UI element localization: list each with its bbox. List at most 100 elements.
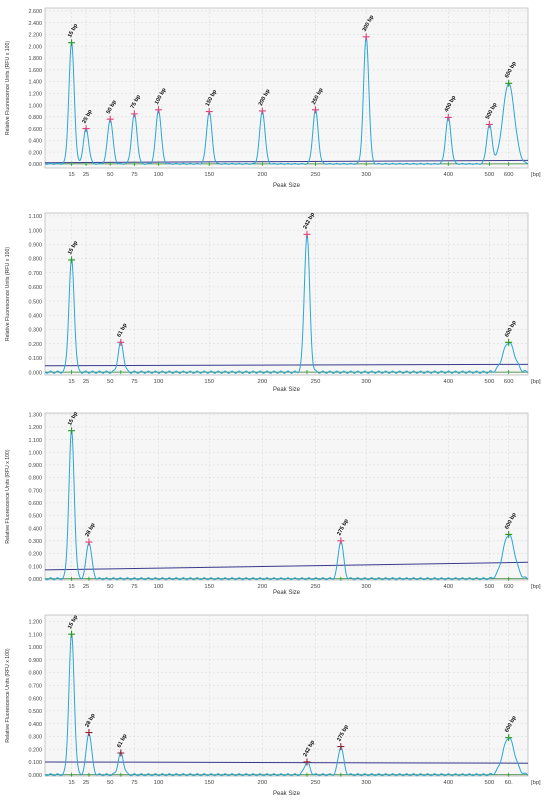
x-tick-label: 500 <box>485 379 495 385</box>
x-unit-label: [bp] <box>531 379 541 385</box>
peak-marker <box>85 538 93 546</box>
peak-marker <box>155 106 163 114</box>
electropherogram-chart: 0.000 0.100 0.200 0.300 0.400 0.500 0.600 0.700… <box>5 410 541 596</box>
peak-marker <box>106 115 114 123</box>
baseline-marker <box>69 772 74 777</box>
y-tick-label: 0.200 <box>29 150 43 156</box>
y-tick-label: 0.000 <box>29 370 43 376</box>
x-tick-label: 100 <box>154 780 164 786</box>
y-tick-label: 0.600 <box>29 285 43 291</box>
baseline-marker <box>506 370 511 375</box>
x-axis-title: Peak Size <box>273 590 301 596</box>
plot-area <box>44 412 529 581</box>
baseline-marker <box>506 772 511 777</box>
x-tick-label: 200 <box>258 780 268 786</box>
x-tick-label: 60. <box>505 780 513 786</box>
x-tick-label: 150 <box>204 584 214 590</box>
x-axis-title: Peak Size <box>273 183 301 189</box>
y-tick-label: 0.900 <box>29 463 43 469</box>
y-tick-label: 0.400 <box>29 526 43 532</box>
baseline-marker <box>118 772 123 777</box>
baseline-marker <box>338 576 343 581</box>
electropherogram-panel-2: 0.000 0.100 0.200 0.300 0.400 0.500 0.600 0.700… <box>0 205 550 400</box>
y-tick-label: 1.000 <box>29 645 43 651</box>
y-tick-label: 1.200 <box>29 425 43 431</box>
y-tick-label: 0.000 <box>29 162 43 168</box>
x-tick-label: 500 <box>485 584 495 590</box>
peak-marker <box>68 39 76 47</box>
x-tick-label: 400 <box>443 379 453 385</box>
baseline-marker <box>69 161 74 166</box>
x-unit-label: [bp] <box>531 584 541 590</box>
baseline-marker <box>260 161 265 166</box>
baseline-marker <box>86 576 91 581</box>
peak-marker <box>444 113 452 121</box>
electropherogram-chart: 0.000 0.200 0.400 0.600 0.800 1.000 1.200 1.400… <box>0 0 541 189</box>
y-tick-label: 0.900 <box>29 658 43 664</box>
peak-marker <box>505 530 513 538</box>
x-tick-label: 200 <box>258 584 268 590</box>
x-tick-label: 200 <box>258 379 268 385</box>
y-tick-label: 1.100 <box>29 214 43 220</box>
x-unit-label: [bp] <box>531 172 541 178</box>
y-tick-label: 0.500 <box>29 299 43 305</box>
x-unit-label: [bp] <box>531 780 541 786</box>
x-tick-label: 15 <box>68 584 74 590</box>
y-tick-label: 1.200 <box>29 620 43 626</box>
y-tick-label: 0.100 <box>29 760 43 766</box>
y-tick-label: 0.100 <box>29 564 43 570</box>
x-tick-label: 400 <box>443 172 453 178</box>
y-tick-label: 0.600 <box>29 127 43 133</box>
y-tick-label: 0.200 <box>29 342 43 348</box>
x-tick-label: 15 <box>68 780 74 786</box>
y-tick-label: 1.200 <box>29 91 43 97</box>
x-tick-label: 100 <box>154 379 164 385</box>
x-tick-label: 600 <box>504 172 514 178</box>
signal-trace <box>44 429 529 581</box>
y-tick-label: 0.400 <box>29 139 43 145</box>
x-tick-label: 75 <box>131 584 137 590</box>
peak-marker <box>505 734 513 742</box>
baseline-marker <box>132 161 137 166</box>
y-axis-title: Relative Fluorescence Units (RFU x 100) <box>5 41 11 136</box>
y-tick-label: 0.600 <box>29 696 43 702</box>
threshold-line <box>44 761 529 764</box>
x-tick-label: 250 <box>311 172 321 178</box>
baseline-marker <box>364 161 369 166</box>
baseline-marker <box>338 772 343 777</box>
y-tick-label: 0.800 <box>29 671 43 677</box>
y-tick-label: 0.400 <box>29 314 43 320</box>
x-tick-label: 50 <box>107 780 113 786</box>
y-tick-label: 0.300 <box>29 539 43 545</box>
x-tick-label: 150 <box>204 780 214 786</box>
peak-marker <box>337 537 345 545</box>
x-tick-label: 600 <box>504 584 514 590</box>
y-tick-label: 0.900 <box>29 242 43 248</box>
y-tick-label: 0.100 <box>29 356 43 362</box>
x-tick-label: 25 <box>83 172 89 178</box>
y-tick-label: 0.700 <box>29 271 43 277</box>
x-tick-label: 15 <box>68 379 74 385</box>
baseline-marker <box>156 161 161 166</box>
x-tick-label: 15 <box>68 172 74 178</box>
peak-marker <box>205 108 213 116</box>
threshold-line <box>44 561 529 571</box>
y-tick-label: 2.400 <box>29 21 43 27</box>
peak-marker <box>85 729 93 737</box>
x-tick-label: 250 <box>311 584 321 590</box>
peak-marker <box>505 338 513 346</box>
x-tick-label: 250 <box>311 379 321 385</box>
y-tick-label: 1.100 <box>29 438 43 444</box>
y-tick-label: 0.400 <box>29 722 43 728</box>
peak-marker <box>505 79 513 87</box>
electropherogram-chart: 0.000 0.100 0.200 0.300 0.400 0.500 0.600 0.700… <box>5 211 541 393</box>
x-tick-label: 300 <box>361 584 371 590</box>
baseline-marker <box>487 161 492 166</box>
signal-trace <box>44 35 529 165</box>
y-tick-label: 0.500 <box>29 514 43 520</box>
peak-marker <box>303 758 311 766</box>
baseline-marker <box>118 370 123 375</box>
x-tick-label: 200 <box>258 172 268 178</box>
y-tick-label: 0.700 <box>29 488 43 494</box>
peak-marker <box>117 749 125 757</box>
